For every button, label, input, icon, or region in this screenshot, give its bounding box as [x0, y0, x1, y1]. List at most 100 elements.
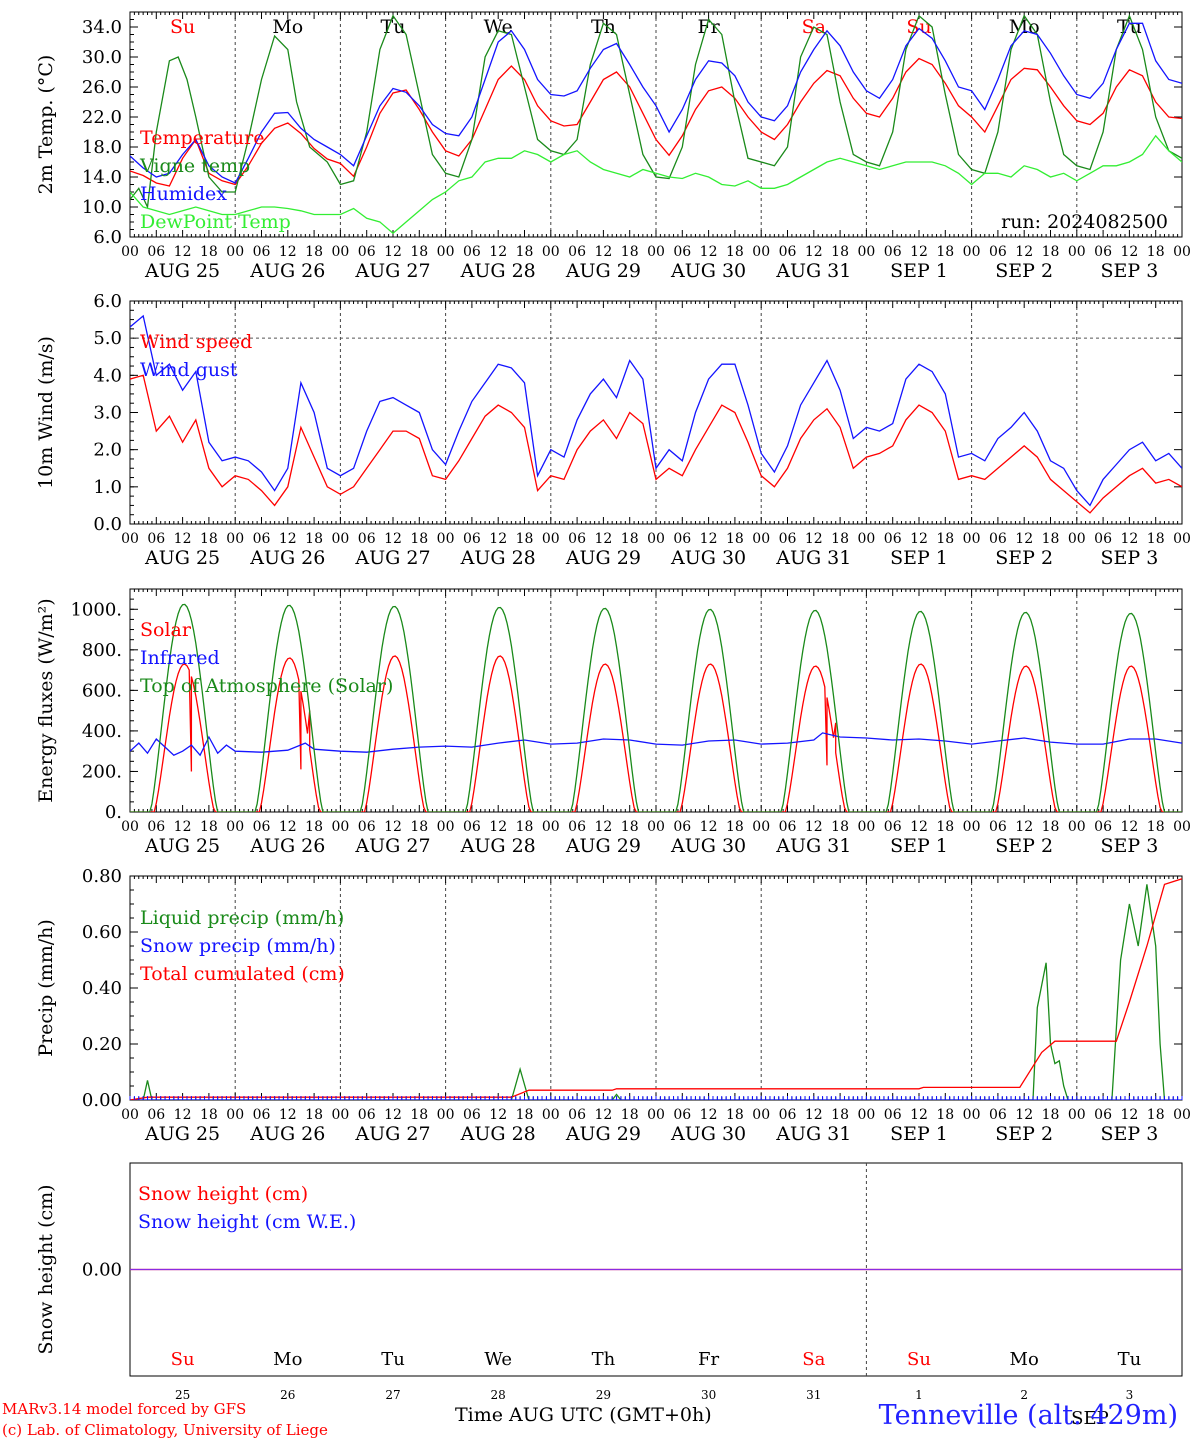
month-label: SEP — [1071, 1408, 1109, 1429]
date-label: AUG 27 — [354, 835, 430, 857]
date-label: AUG 26 — [249, 547, 325, 569]
date-label: AUG 28 — [460, 835, 536, 857]
hour-tick-label: 12 — [594, 1107, 612, 1123]
hour-tick-label: 00 — [1068, 819, 1086, 835]
hour-tick-label: 06 — [358, 531, 376, 547]
day-number-label: 31 — [806, 1388, 821, 1402]
hour-tick-label: 06 — [463, 244, 481, 260]
y-tick-label: 0.60 — [82, 922, 122, 943]
y-tick-label: 4.0 — [93, 365, 122, 386]
date-label: SEP 1 — [890, 1123, 948, 1145]
hour-tick-label: 18 — [200, 244, 218, 260]
hour-tick-label: 00 — [1068, 531, 1086, 547]
date-label: AUG 27 — [354, 1123, 430, 1145]
y-axis-label: Precip (mm/h) — [35, 919, 57, 1057]
weekday-label: Fr — [697, 16, 720, 38]
run-annotation: run: 2024082500 — [1001, 211, 1168, 233]
hour-tick-label: 00 — [331, 819, 349, 835]
hour-tick-label: 06 — [673, 819, 691, 835]
hour-tick-label: 18 — [621, 819, 639, 835]
panel-frame — [129, 588, 1183, 813]
hour-tick-label: 12 — [174, 1107, 192, 1123]
date-label: AUG 30 — [670, 547, 746, 569]
weekday-label: We — [484, 1349, 512, 1370]
hour-tick-label: 18 — [1147, 819, 1165, 835]
hour-tick-label: 06 — [358, 244, 376, 260]
date-label: SEP 3 — [1100, 835, 1158, 857]
hour-tick-label: 06 — [358, 1107, 376, 1123]
weekday-label: We — [484, 16, 513, 38]
hour-tick-label: 00 — [1173, 819, 1191, 835]
date-label: AUG 26 — [249, 260, 325, 282]
hour-tick-label: 00 — [647, 1107, 665, 1123]
y-tick-label: 600. — [82, 680, 122, 701]
hour-tick-label: 12 — [174, 819, 192, 835]
hour-tick-label: 18 — [516, 1107, 534, 1123]
hour-tick-label: 18 — [410, 1107, 428, 1123]
date-label: SEP 3 — [1100, 260, 1158, 282]
date-label: AUG 30 — [670, 835, 746, 857]
legend-entry: Temperature — [140, 127, 264, 149]
date-label: AUG 31 — [775, 1123, 851, 1145]
date-label: AUG 29 — [565, 260, 641, 282]
hour-tick-label: 00 — [963, 819, 981, 835]
hour-tick-label: 06 — [673, 531, 691, 547]
series-line-infrared — [130, 732, 1182, 757]
hour-tick-label: 18 — [1147, 244, 1165, 260]
legend-entry: Snow height (cm) — [138, 1183, 308, 1205]
hour-tick-label: 12 — [174, 244, 192, 260]
hour-tick-label: 00 — [857, 244, 875, 260]
hour-tick-label: 06 — [779, 244, 797, 260]
hour-tick-label: 00 — [963, 244, 981, 260]
hour-tick-label: 18 — [516, 531, 534, 547]
hour-tick-label: 00 — [1173, 244, 1191, 260]
date-label: SEP 2 — [995, 835, 1053, 857]
series-line-dewpoint-temp — [130, 134, 1182, 235]
series-line-total-cumulated-cm- — [130, 878, 1182, 1100]
panel-wind: 00 06 12 18 00 06 12 18 00 06 12 18 00 06 12 18 00 06 12 18… — [35, 291, 1191, 569]
legend-entry: Wind gust — [140, 359, 238, 381]
hour-tick-label: 18 — [410, 244, 428, 260]
hour-tick-label: 12 — [910, 819, 928, 835]
hour-tick-label: 00 — [437, 531, 455, 547]
y-axis-label: 10m Wind (m/s) — [35, 336, 57, 489]
station-name: Tenneville (alt. 429m) — [878, 1400, 1178, 1431]
hour-tick-label: 00 — [331, 531, 349, 547]
hour-tick-label: 00 — [121, 819, 139, 835]
weekday-label: Su — [907, 1349, 931, 1370]
hour-tick-label: 00 — [542, 244, 560, 260]
y-tick-label: 400. — [82, 721, 122, 742]
hour-tick-label: 12 — [384, 819, 402, 835]
series-line-wind-gust — [130, 314, 1182, 507]
weekday-label: Mo — [272, 16, 303, 38]
date-label: AUG 31 — [775, 260, 851, 282]
hour-tick-label: 06 — [253, 244, 271, 260]
legend-entry: Snow height (cm W.E.) — [138, 1211, 356, 1233]
legend-entry: Total cumulated (cm) — [140, 963, 345, 985]
hour-tick-label: 12 — [489, 819, 507, 835]
panel-precip: 00 06 12 18 00 06 12 18 00 06 12 18 00 06 12 18 00 06 12 18… — [35, 866, 1191, 1145]
hour-tick-label: 12 — [805, 1107, 823, 1123]
date-label: AUG 28 — [460, 260, 536, 282]
date-label: SEP 3 — [1100, 547, 1158, 569]
day-number-label: 28 — [491, 1388, 506, 1402]
series-line-solar — [130, 655, 1182, 812]
hour-tick-label: 06 — [463, 819, 481, 835]
hour-tick-label: 06 — [568, 1107, 586, 1123]
hour-tick-label: 00 — [542, 819, 560, 835]
hour-tick-label: 06 — [147, 819, 165, 835]
series-line-liquid-precip-mm-h- — [130, 884, 1166, 1100]
panel-snow: Su 25 Mo 26 Tu 27 We 28 Th 29 Fr 30 Sa 31 Su 1 Mo 2 Tu 3 SEP… — [35, 1162, 1183, 1429]
hour-tick-label: 00 — [1068, 1107, 1086, 1123]
hour-tick-label: 12 — [489, 531, 507, 547]
hour-tick-label: 06 — [1094, 244, 1112, 260]
hour-tick-label: 12 — [1120, 531, 1138, 547]
hour-tick-label: 00 — [647, 244, 665, 260]
hour-tick-label: 12 — [279, 531, 297, 547]
hour-tick-label: 00 — [542, 1107, 560, 1123]
y-tick-label: 0.00 — [82, 1090, 122, 1111]
hour-tick-label: 12 — [279, 819, 297, 835]
hour-tick-label: 12 — [594, 819, 612, 835]
date-label: AUG 29 — [565, 835, 641, 857]
